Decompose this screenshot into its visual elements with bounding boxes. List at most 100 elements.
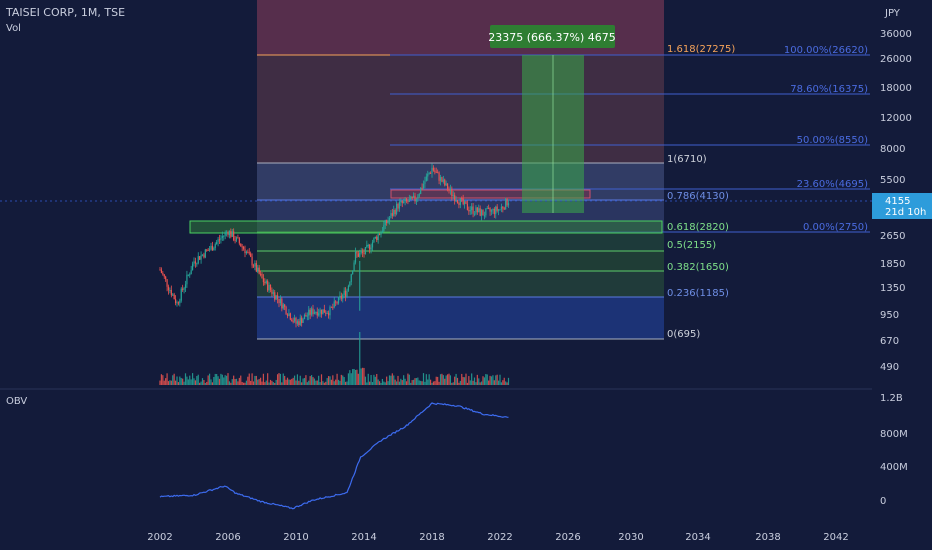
candle-body	[360, 251, 362, 253]
volume-bar	[488, 380, 490, 385]
candle-body	[445, 183, 447, 186]
volume-bar	[463, 377, 466, 385]
candle-body	[363, 252, 365, 255]
volume-bar	[383, 381, 385, 385]
candle-body	[378, 234, 381, 236]
candle-body	[465, 201, 467, 204]
volume-bar	[225, 375, 228, 385]
candle-body	[227, 232, 229, 236]
candle-body	[201, 254, 204, 256]
candle-body	[177, 302, 180, 304]
obv-indicator-label[interactable]: OBV	[6, 396, 27, 407]
volume-bar	[251, 373, 253, 385]
volume-bar	[490, 376, 493, 385]
candle-body	[414, 195, 416, 202]
volume-bar	[241, 381, 243, 385]
candle-body	[319, 309, 321, 314]
time-tick: 2022	[487, 532, 512, 543]
volume-bar	[459, 380, 461, 385]
volume-bar	[373, 374, 375, 385]
volume-bar	[230, 382, 232, 385]
volume-bar	[159, 380, 161, 385]
candle-body	[240, 243, 242, 247]
time-tick: 2018	[419, 532, 444, 543]
zone-boxes[interactable]	[189, 189, 663, 234]
candle-body	[180, 288, 182, 301]
volume-bar	[259, 377, 262, 385]
fib-ext-label-0236: 0.236(1185)	[667, 288, 729, 299]
symbol-title[interactable]: TAISEI CORP, 1M, TSE	[5, 6, 125, 19]
candle-body	[462, 198, 464, 205]
candle-body	[225, 232, 228, 234]
price-axis[interactable]: JPY 36000 26000 18000 12000 8000 5500 41…	[872, 8, 932, 373]
candle-body	[388, 217, 391, 221]
fib-ret-label-50: 50.00%(8550)	[797, 135, 868, 146]
volume-bar	[210, 379, 212, 385]
candle-body	[485, 208, 487, 216]
candle-body	[343, 290, 345, 295]
candle-body	[284, 304, 286, 307]
fib-retracement[interactable]: 100.00%(26620) 78.60%(16375) 50.00%(8550…	[390, 45, 870, 233]
candle-body	[206, 249, 208, 251]
candle-body	[333, 301, 335, 308]
time-axis[interactable]: 2002 2006 2010 2014 2018 2022 2026 2030 …	[147, 532, 848, 543]
price-tick: 18000	[880, 83, 912, 94]
volume-bar	[221, 374, 223, 385]
volume-bar	[333, 381, 335, 385]
measure-tool[interactable]: 23375 (666.37%) 4675	[488, 25, 616, 213]
candle-body	[305, 314, 307, 317]
volume-bar	[264, 382, 266, 385]
candle-body	[373, 238, 375, 243]
volume-bar	[227, 373, 229, 385]
volume-bar	[427, 379, 429, 385]
time-tick: 2006	[215, 532, 240, 543]
candle-body	[293, 317, 296, 322]
volume-bar	[482, 376, 484, 385]
volume-bar	[415, 378, 418, 385]
volume-bar	[346, 381, 348, 385]
volume-bar	[394, 379, 396, 385]
volume-bar	[288, 379, 290, 385]
obv-axis[interactable]: 1.2B 800M 400M 0	[880, 393, 908, 507]
price-tick: 950	[880, 310, 899, 321]
fib-ret-label-0: 0.00%(2750)	[803, 222, 868, 233]
volume-bar	[206, 381, 208, 385]
volume-bar	[322, 381, 324, 385]
candle-body	[421, 187, 423, 189]
volume-bar	[405, 381, 408, 385]
volume-bar	[274, 382, 276, 385]
measure-label-bg	[490, 25, 615, 48]
volume-indicator-label[interactable]: Vol	[6, 23, 21, 34]
volume-bar	[374, 376, 376, 385]
candle-body	[356, 251, 358, 254]
candle-body	[189, 274, 191, 276]
candle-body	[306, 315, 308, 317]
fib-ext-label-0618: 0.618(2820)	[667, 222, 729, 233]
volume-bar	[435, 376, 437, 385]
volume-bar	[349, 370, 351, 385]
volume-bar	[343, 377, 345, 385]
candle-body	[251, 256, 253, 266]
candle-body	[374, 236, 376, 239]
volume-bar	[272, 382, 274, 385]
volume-bar	[475, 382, 477, 385]
candle-body	[495, 206, 497, 215]
candle-body	[398, 202, 401, 209]
candle-body	[490, 210, 493, 212]
volume-bar	[330, 379, 333, 385]
candle-body	[352, 270, 354, 275]
candle-body	[220, 237, 222, 240]
obv-tick: 800M	[880, 429, 908, 440]
candle-body	[264, 282, 266, 284]
volume-bar	[310, 375, 313, 385]
candle-body	[390, 213, 392, 218]
volume-bar	[340, 374, 342, 385]
volume-bar	[177, 382, 180, 385]
volume-bar	[211, 382, 214, 385]
volume-bar	[456, 377, 459, 385]
candle-body	[339, 295, 341, 297]
candle-body	[335, 301, 337, 303]
volume-bar	[354, 369, 357, 385]
volume-bar	[190, 379, 192, 385]
